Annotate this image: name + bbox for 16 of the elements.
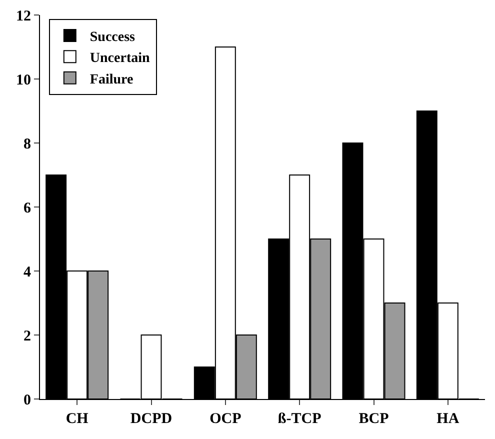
y-tick-label: 10	[16, 72, 31, 88]
x-tick-label: HA	[436, 411, 460, 427]
legend-label: Success	[90, 30, 136, 45]
y-tick-label: 8	[24, 136, 31, 152]
x-tick-label: OCP	[210, 411, 242, 427]
y-tick-label: 0	[24, 392, 31, 408]
x-tick-label: CH	[66, 411, 89, 427]
x-tick-label: ß-TCP	[278, 411, 322, 427]
legend-label: Failure	[90, 72, 134, 88]
y-tick-label: 6	[24, 200, 32, 216]
legend-label: Uncertain	[90, 51, 150, 66]
x-tick-label: BCP	[358, 411, 389, 427]
y-tick-label: 2	[24, 328, 31, 344]
y-tick-label: 12	[16, 8, 31, 24]
x-tick-label: DCPD	[130, 411, 172, 427]
y-tick-label: 4	[24, 264, 32, 280]
